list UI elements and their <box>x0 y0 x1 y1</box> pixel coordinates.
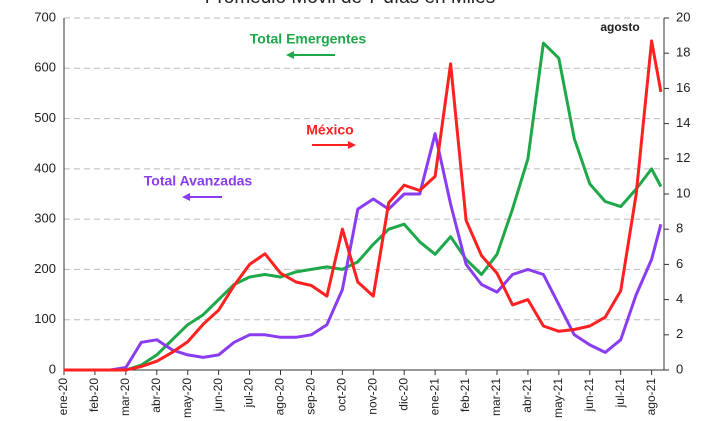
y2-tick-label: 18 <box>676 45 690 60</box>
x-tick-label: ago-21 <box>644 378 658 416</box>
x-tick-label: ene-20 <box>56 378 70 416</box>
y-tick-label: 700 <box>34 9 56 24</box>
series-label: Total Avanzadas <box>144 173 253 189</box>
y2-tick-label: 20 <box>676 9 690 24</box>
y2-tick-label: 14 <box>676 115 690 130</box>
annotation: agosto <box>600 20 639 34</box>
x-tick-label: jul-21 <box>613 378 627 409</box>
x-tick-label: abr-21 <box>520 378 534 413</box>
x-tick-label: oct-20 <box>335 378 349 412</box>
x-tick-label: ene-21 <box>427 378 441 416</box>
y2-tick-label: 16 <box>676 80 690 95</box>
x-tick-label: jul-20 <box>242 378 256 409</box>
y-tick-label: 200 <box>34 261 56 276</box>
y-tick-label: 500 <box>34 110 56 125</box>
y2-tick-label: 4 <box>676 291 683 306</box>
series-label: México <box>306 122 353 138</box>
arrows <box>182 51 356 201</box>
x-tick-label: jun-21 <box>582 378 596 413</box>
x-tick-label: feb-21 <box>458 378 472 412</box>
y2-tick-label: 8 <box>676 221 683 236</box>
x-tick-label: jun-20 <box>211 378 225 413</box>
y2-tick-label: 10 <box>676 185 690 200</box>
series-label: Total Emergentes <box>250 31 367 47</box>
y2-tick-label: 2 <box>676 326 683 341</box>
x-tick-label: mar-21 <box>489 378 503 416</box>
y-tick-label: 100 <box>34 311 56 326</box>
y-tick-label: 0 <box>49 361 56 376</box>
x-tick-label: dic-20 <box>396 378 410 411</box>
series-line <box>64 132 663 372</box>
y-tick-label: 600 <box>34 60 56 75</box>
x-tick-label: ago-20 <box>273 378 287 416</box>
y2-tick-label: 0 <box>676 361 683 376</box>
x-tick-label: may-21 <box>551 378 565 418</box>
series-line <box>64 41 663 372</box>
series-line <box>64 39 663 372</box>
x-tick-label: may-20 <box>180 378 194 418</box>
x-tick-label: mar-20 <box>118 378 132 416</box>
chart-title: Promedio Móvil de 7 días en Miles <box>205 0 495 8</box>
y2-tick-label: 12 <box>676 150 690 165</box>
y-tick-label: 300 <box>34 211 56 226</box>
x-tick-label: nov-20 <box>365 378 379 415</box>
x-tick-label: sep-20 <box>304 378 318 415</box>
y2-tick-label: 6 <box>676 256 683 271</box>
x-tick-label: feb-20 <box>87 378 101 412</box>
y-tick-label: 400 <box>34 160 56 175</box>
x-tick-label: abr-20 <box>149 378 163 413</box>
